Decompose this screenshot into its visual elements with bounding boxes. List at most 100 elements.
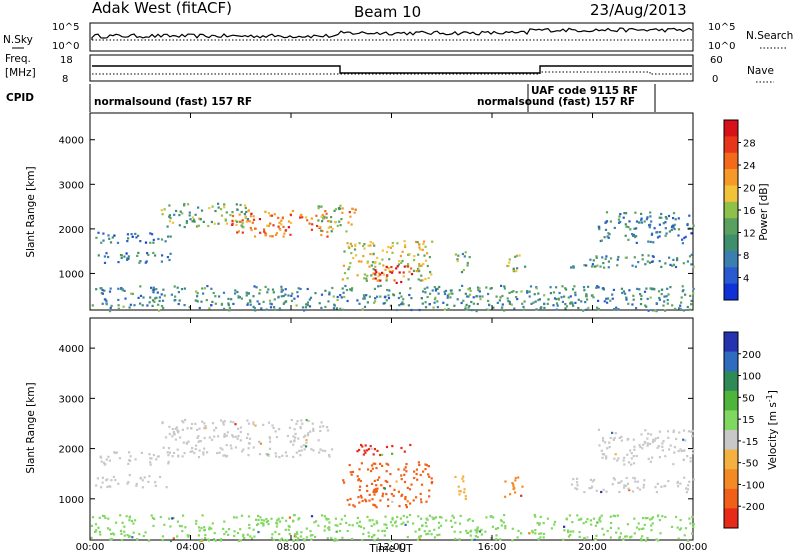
velocity-cell (682, 449, 685, 452)
velocity-cell (474, 535, 477, 538)
power-cell (389, 246, 392, 249)
velocity-cell (383, 529, 386, 532)
power-cell (153, 288, 156, 291)
nave-trace (92, 71, 692, 75)
velocity-cell (111, 532, 115, 535)
power-cell (253, 235, 257, 238)
power-cell (211, 300, 214, 303)
power-cell (417, 278, 420, 281)
velocity-cell (631, 490, 635, 493)
velocity-cell (661, 442, 664, 445)
power-cell (383, 302, 387, 305)
velocity-cell (248, 437, 252, 440)
velocity-cell (330, 536, 333, 540)
velocity-cell (286, 434, 289, 438)
velocity-cell (172, 431, 176, 434)
power-cell (522, 305, 525, 308)
velocity-cell (431, 480, 434, 484)
nsearch-label: N.Search (746, 30, 793, 42)
velocity-cell (169, 539, 173, 543)
power-cell (246, 302, 250, 305)
power-cell (664, 216, 667, 219)
velocity-cell (397, 490, 400, 493)
velocity-cell (691, 429, 694, 433)
power-cell (583, 289, 586, 292)
velocity-cell (685, 491, 688, 494)
velocity-cell (484, 530, 487, 533)
velocity-cell (644, 539, 647, 542)
velocity-cell (638, 444, 641, 447)
power-cell (409, 287, 412, 290)
velocity-cell (692, 452, 695, 455)
velocity-cell (245, 436, 249, 439)
velocity-cell (288, 525, 291, 528)
velocity-cell (278, 428, 281, 431)
velocity-cell (646, 536, 649, 540)
velocity-cell (662, 440, 665, 443)
power-cell (120, 256, 123, 260)
power-cell (365, 277, 368, 280)
power-cell (492, 306, 495, 309)
velocity-cell (117, 482, 120, 485)
velocity-cell (202, 451, 205, 454)
velocity-cell (646, 437, 649, 440)
velocity-cell (375, 520, 378, 523)
power-cell (193, 220, 196, 223)
velocity-cell (147, 480, 150, 483)
power-cell (173, 285, 176, 288)
power-cell (195, 225, 199, 228)
velocity-cell (309, 530, 312, 533)
power-cell (530, 302, 533, 305)
power-cell (278, 221, 281, 224)
power-cell (385, 279, 388, 282)
velocity-cell (110, 479, 113, 482)
velocity-cell (263, 519, 266, 522)
power-cell (436, 306, 439, 309)
power-cell (653, 227, 656, 230)
velocity-cell (364, 498, 367, 501)
velocity-cell (454, 537, 457, 540)
power-cell (179, 210, 182, 213)
velocity-cell (379, 499, 382, 502)
power-cell (415, 270, 418, 273)
power-cell (231, 219, 234, 222)
power-cell (686, 305, 689, 309)
power-cell (330, 230, 333, 233)
power-cell (402, 303, 405, 306)
power-cell (323, 215, 326, 218)
power-cell (168, 258, 171, 262)
velocity-cell (372, 491, 375, 494)
power-cell (214, 209, 217, 213)
freq-strip-frame (89, 54, 694, 82)
power-cell (662, 304, 665, 307)
velocity-cell (204, 427, 207, 430)
velocity-cell (689, 457, 692, 460)
power-cell (382, 302, 385, 305)
power-cell (381, 258, 384, 261)
power-cell (423, 287, 426, 290)
power-cell (549, 292, 552, 295)
power-cell (426, 295, 429, 299)
power-cell (308, 222, 311, 225)
power-cell (625, 212, 628, 215)
velocity-cell (462, 480, 465, 483)
velocity-cell (393, 488, 396, 491)
power-cell (214, 302, 217, 305)
velocity-cell (476, 526, 479, 529)
velocity-cell (369, 445, 372, 448)
velocity-cell (511, 527, 514, 530)
power-cell (171, 221, 175, 224)
velocity-cell (692, 478, 695, 481)
power-cell (330, 216, 333, 219)
power-cell (386, 274, 389, 277)
power-cell (467, 288, 470, 291)
velocity-cell (348, 464, 351, 467)
power-cell (649, 240, 652, 243)
power-cell (284, 229, 288, 232)
velocity-cell (154, 484, 157, 487)
velocity-echo-layer (90, 418, 695, 543)
power-cell (398, 292, 401, 295)
power-cell (163, 294, 166, 297)
velocity-cell (578, 535, 581, 538)
velocity-cell (254, 424, 257, 427)
